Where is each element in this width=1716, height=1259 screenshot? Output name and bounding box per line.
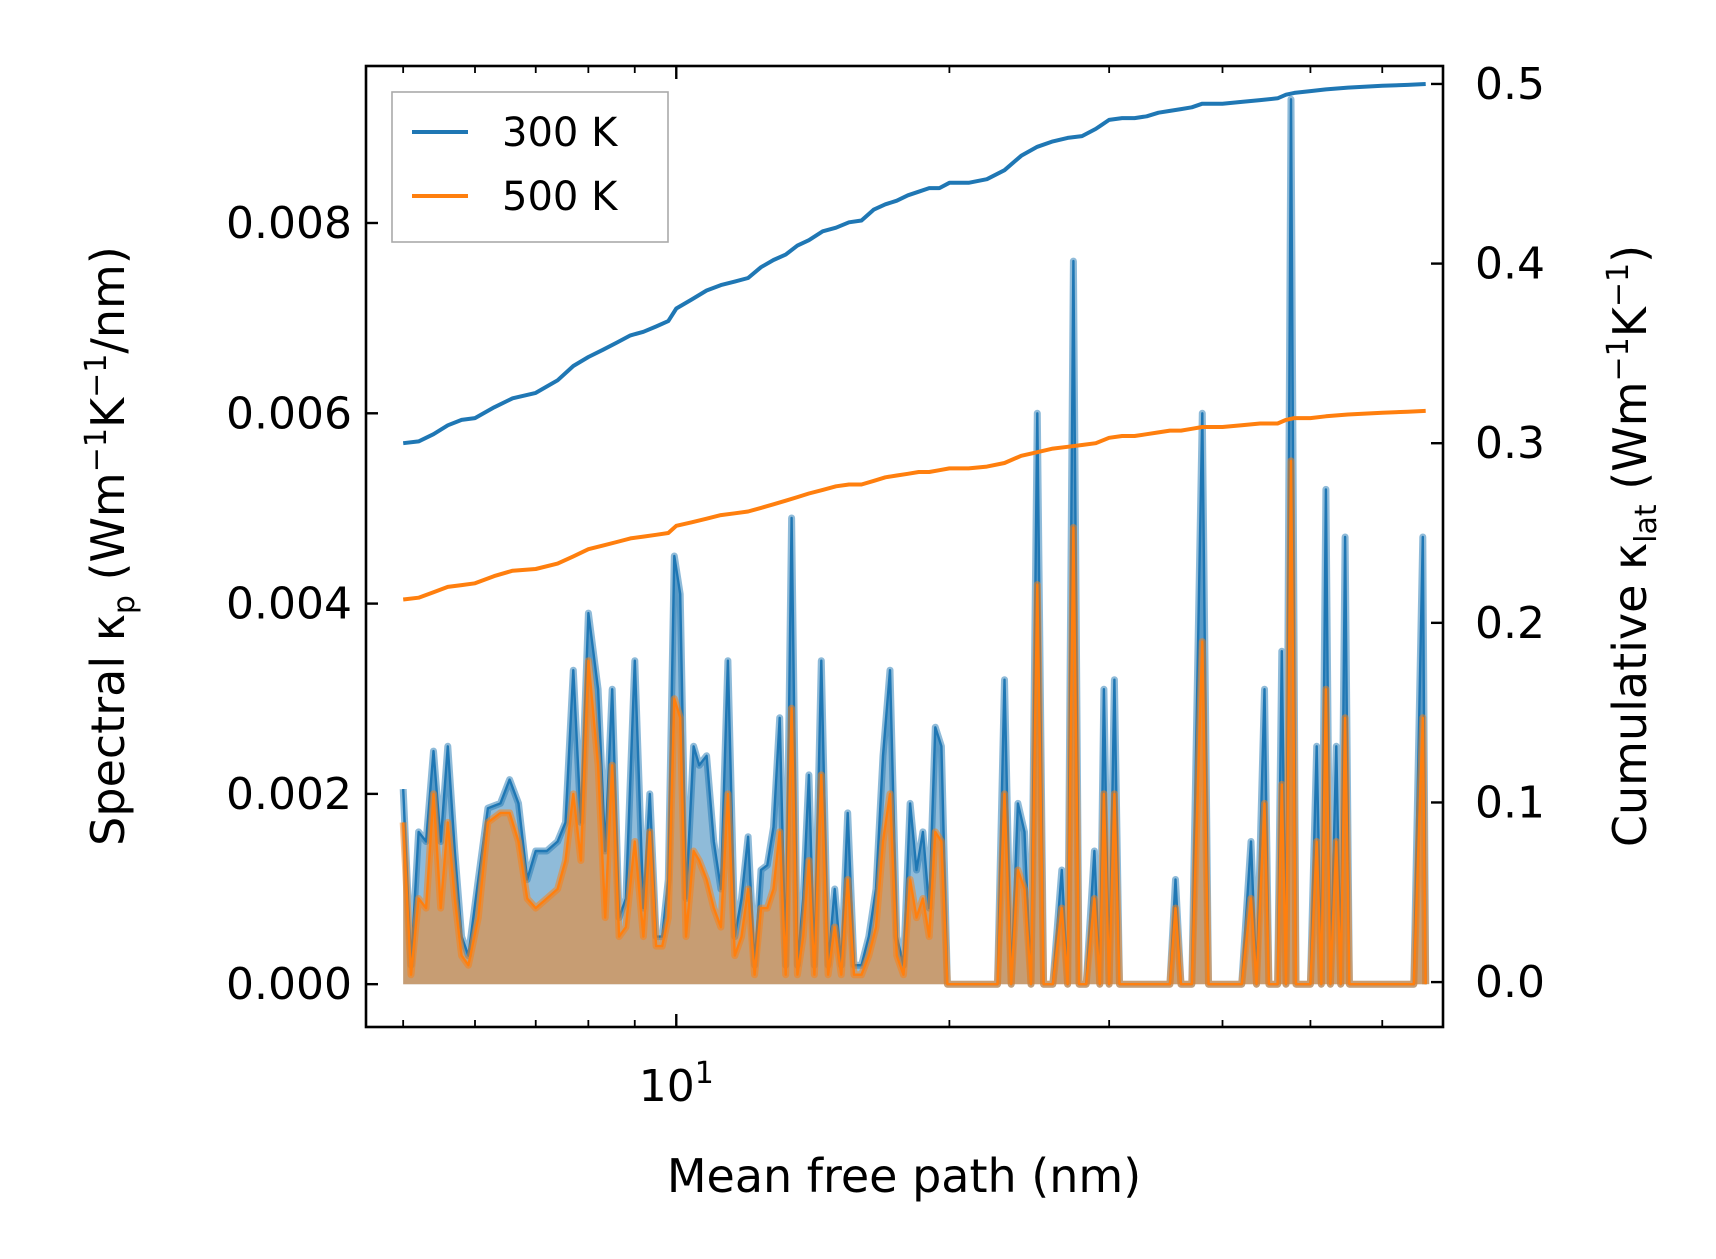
x-axis-title: Mean free path (nm)	[667, 1149, 1141, 1203]
legend-label-300k: 300 K	[502, 110, 619, 156]
y-left-tail: /nm)	[81, 246, 135, 353]
y-right-tail: )	[1603, 245, 1657, 263]
legend: 300 K 500 K	[391, 91, 669, 243]
y-right-sup1: −1	[1601, 337, 1636, 381]
y-right-tick-label: 0.4	[1475, 239, 1545, 290]
y-left-tick-label: 0.002	[226, 769, 352, 820]
y-right-tick-label: 0.2	[1475, 598, 1545, 649]
legend-label-500k: 500 K	[502, 174, 619, 220]
plot-frame	[364, 64, 1445, 1029]
y-right-sub: lat	[1629, 504, 1664, 543]
y-left-tick-label: 0.000	[226, 959, 352, 1010]
y-axis-title-left: Spectral κp (Wm−1K−1/nm)	[79, 246, 142, 846]
x-tick-base: 10	[639, 1061, 695, 1112]
spectral-line-300k	[402, 98, 1427, 986]
y-left-sub: p	[107, 595, 142, 614]
y-axis-title-right: Cumulative κlat (Wm−1K−1)	[1601, 245, 1664, 847]
x-major-tick-label: 101	[639, 1056, 714, 1112]
y-right-main: Cumulative κ	[1603, 543, 1657, 847]
y-left-main: Spectral κ	[81, 614, 135, 846]
series-layer	[399, 82, 1430, 988]
y-right-tick-label: 0.0	[1475, 957, 1545, 1008]
y-right-tick-label: 0.1	[1475, 777, 1545, 828]
tick-layer: 0.000 0.002 0.004 0.006 0.008 0.0 0.1 0.2 0.3 0.4…	[226, 59, 1545, 1112]
y-right-sup2: −1	[1601, 263, 1636, 307]
legend-box	[391, 91, 669, 243]
y-left-sup2: −1	[79, 354, 114, 398]
y-right-tick-label: 0.3	[1475, 418, 1545, 469]
y-right-units: (Wm	[1603, 381, 1657, 504]
y-right-mid: K	[1603, 305, 1657, 337]
y-left-tick-label: 0.004	[226, 579, 352, 630]
spectral-line-500k	[402, 459, 1427, 986]
cumulative-line-500k	[402, 408, 1426, 602]
y-left-tick-label: 0.008	[226, 198, 352, 249]
y-left-sup1: −1	[79, 428, 114, 472]
x-tick-exponent: 1	[695, 1056, 714, 1091]
cumulative-line-300k	[402, 82, 1426, 446]
y-right-tick-label: 0.5	[1475, 59, 1545, 110]
y-left-units: (Wm	[81, 472, 135, 595]
y-left-tick-label: 0.006	[226, 388, 352, 439]
y-left-mid: K	[81, 396, 135, 428]
